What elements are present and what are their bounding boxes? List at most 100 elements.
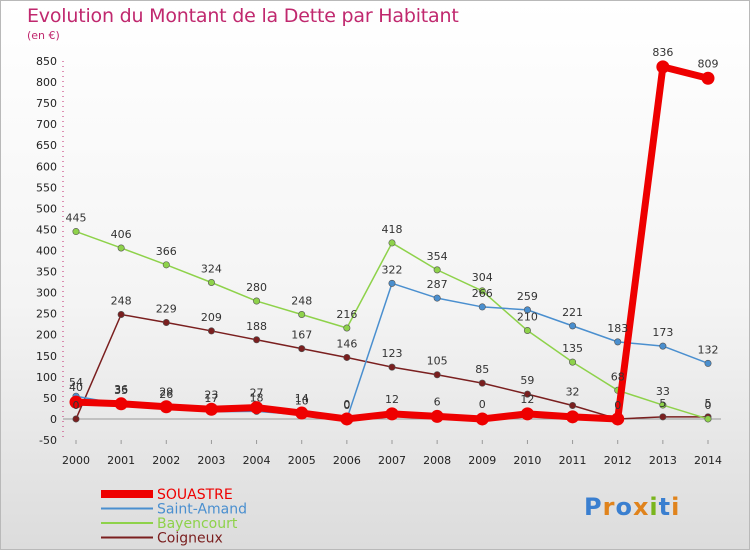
data-point-saint-amand [659, 342, 667, 350]
data-point-souastre [69, 395, 83, 409]
data-point-bayencourt [433, 266, 441, 274]
data-point-coigneux [659, 413, 667, 421]
data-label-coigneux: 0 [614, 399, 621, 412]
data-label-coigneux: 167 [291, 329, 312, 342]
legend-label: SOUASTRE [157, 487, 233, 503]
x-tick-label: 2010 [513, 454, 541, 467]
data-label-souastre: 27 [250, 387, 264, 400]
data-point-coigneux [433, 371, 441, 379]
y-tick-label: 600 [36, 160, 57, 173]
y-tick-label: -50 [39, 434, 57, 447]
y-tick-label: 850 [36, 55, 57, 68]
data-label-bayencourt: 354 [427, 250, 448, 263]
chart-subtitle: (en €) [27, 29, 60, 42]
y-tick-label: 800 [36, 76, 57, 89]
data-label-bayencourt: 445 [66, 212, 87, 225]
series-layer [69, 60, 715, 426]
logo-letter: P [584, 493, 603, 521]
data-label-saint-amand: 173 [652, 326, 673, 339]
data-point-coigneux [72, 415, 80, 423]
data-label-coigneux: 59 [520, 374, 534, 387]
data-label-saint-amand: 266 [472, 287, 493, 300]
data-point-bayencourt [388, 239, 396, 247]
data-label-coigneux: 248 [111, 295, 132, 308]
data-label-coigneux: 105 [427, 355, 448, 368]
y-tick-label: 100 [36, 371, 57, 384]
data-label-souastre: 36 [114, 383, 128, 396]
data-point-souastre [114, 397, 128, 411]
data-point-bayencourt [162, 261, 170, 269]
data-point-souastre [475, 412, 489, 426]
data-point-souastre [656, 60, 670, 74]
axes: -500501001502002503003504004505005506006… [36, 55, 722, 467]
data-label-saint-amand: 183 [607, 322, 628, 335]
data-point-coigneux [298, 345, 306, 353]
data-point-coigneux [253, 336, 261, 344]
x-tick-label: 2011 [559, 454, 587, 467]
y-tick-label: 650 [36, 139, 57, 152]
data-label-saint-amand: 132 [698, 343, 719, 356]
logo-letter: i [671, 493, 681, 521]
data-point-souastre [385, 407, 399, 421]
data-point-saint-amand [433, 294, 441, 302]
data-point-coigneux [162, 319, 170, 327]
data-label-saint-amand: 10 [295, 395, 309, 408]
logo-letter: x [632, 493, 650, 521]
data-point-bayencourt [343, 324, 351, 332]
data-label-souastre: 23 [204, 388, 218, 401]
y-tick-label: 250 [36, 308, 57, 321]
data-label-coigneux: 146 [336, 337, 357, 350]
y-tick-label: 700 [36, 118, 57, 131]
data-label-bayencourt: 280 [246, 281, 267, 294]
x-tick-label: 2005 [288, 454, 316, 467]
x-tick-label: 2012 [604, 454, 632, 467]
data-point-bayencourt [659, 401, 667, 409]
data-label-coigneux: 5 [659, 397, 666, 410]
data-point-bayencourt [569, 358, 577, 366]
data-point-souastre [159, 400, 173, 414]
data-label-saint-amand: 322 [382, 263, 403, 276]
data-label-saint-amand: 287 [427, 278, 448, 291]
data-label-coigneux: 0 [73, 399, 80, 412]
data-label-souastre: 836 [652, 46, 673, 59]
data-label-saint-amand: 35 [114, 384, 128, 397]
data-point-souastre [611, 412, 625, 426]
data-label-saint-amand: 17 [204, 392, 218, 405]
y-tick-label: 550 [36, 181, 57, 194]
data-point-souastre [566, 410, 580, 424]
data-point-saint-amand [523, 306, 531, 314]
data-point-coigneux [569, 401, 577, 409]
data-label-bayencourt: 406 [111, 228, 132, 241]
data-label-coigneux: 229 [156, 303, 177, 316]
y-tick-label: 0 [50, 413, 57, 426]
data-point-coigneux [478, 379, 486, 387]
x-tick-label: 2013 [649, 454, 677, 467]
logo-letter: r [602, 493, 616, 521]
proxiti-logo: Proxiti [584, 493, 680, 521]
data-label-saint-amand: 0 [343, 399, 350, 412]
y-tick-label: 350 [36, 266, 57, 279]
data-point-bayencourt [207, 279, 215, 287]
data-label-saint-amand: 54 [69, 376, 83, 389]
data-point-souastre [250, 401, 264, 415]
data-label-saint-amand: 221 [562, 306, 583, 319]
data-point-bayencourt [478, 287, 486, 295]
data-point-souastre [340, 412, 354, 426]
data-point-coigneux [117, 311, 125, 319]
x-tick-label: 2001 [107, 454, 135, 467]
data-label-bayencourt: 324 [201, 263, 222, 276]
data-label-souastre: 29 [159, 386, 173, 399]
data-label-souastre: 12 [520, 393, 534, 406]
data-point-coigneux [207, 327, 215, 335]
data-point-bayencourt [523, 327, 531, 335]
data-label-souastre: 12 [385, 393, 399, 406]
data-label-bayencourt: 33 [656, 385, 670, 398]
legend-label: Saint-Amand [157, 502, 247, 518]
x-tick-label: 2002 [152, 454, 180, 467]
data-label-saint-amand: 18 [250, 391, 264, 404]
y-tick-label: 750 [36, 97, 57, 110]
data-point-saint-amand [704, 359, 712, 367]
data-point-coigneux [388, 363, 396, 371]
